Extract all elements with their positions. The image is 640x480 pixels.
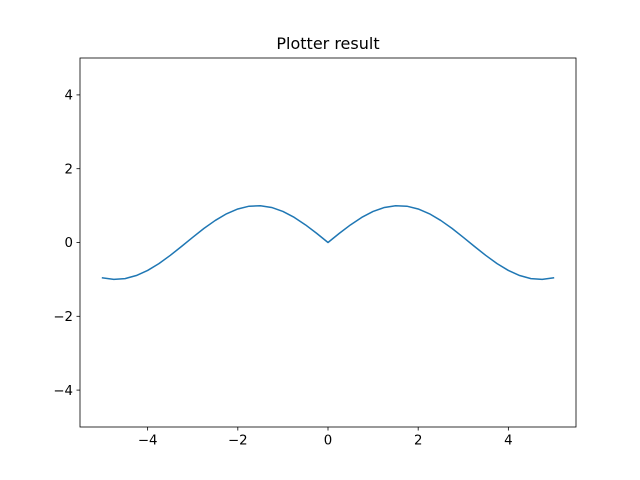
series-line — [101, 204, 555, 281]
x-tick-label: −2 — [228, 434, 248, 449]
y-tick-label: −2 — [53, 310, 73, 325]
y-tick-label: −4 — [53, 384, 73, 399]
y-tick-label: 2 — [65, 162, 73, 177]
y-tick-label: 4 — [65, 89, 73, 104]
chart-title: Plotter result — [276, 34, 379, 53]
plot-area — [101, 204, 555, 281]
x-tick-label: 4 — [504, 434, 512, 449]
y-tick-label: 0 — [65, 236, 73, 251]
x-tick-label: 0 — [324, 434, 332, 449]
x-axis: −4 −2 0 2 4 — [138, 427, 513, 449]
axes-frame — [79, 57, 577, 428]
x-tick-label: −4 — [138, 434, 158, 449]
x-tick-label: 2 — [414, 434, 422, 449]
y-axis: −4 −2 0 2 4 — [53, 89, 80, 399]
